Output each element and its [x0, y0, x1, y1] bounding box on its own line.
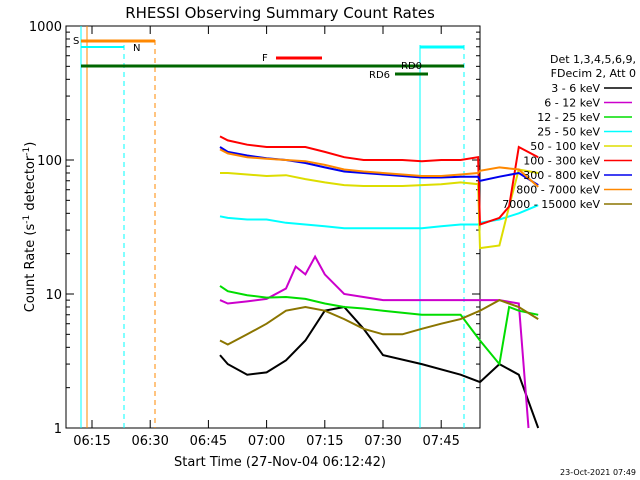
y-tick-label: 100 [37, 154, 62, 169]
legend: Det 1,3,4,5,6,9, FDecim 2, Att 0 3 - 6 k… [502, 53, 636, 211]
legend-item-label: 12 - 25 keV [537, 111, 600, 124]
y-axis-label: Count Rate (s-1 detector-1) [22, 142, 38, 313]
y-axis-label-end: ) [23, 142, 38, 147]
legend-item-label: 300 - 800 keV [523, 169, 600, 182]
x-tick-label: 07:15 [306, 434, 343, 449]
series-line-0 [219, 305, 540, 429]
chart-title: RHESSI Observing Summary Count Rates [125, 4, 435, 22]
series-line-7 [219, 148, 539, 188]
legend-item-label: 100 - 300 keV [523, 155, 600, 168]
series-line-3 [219, 204, 539, 230]
x-tick-label: 07:45 [422, 434, 459, 449]
series-line-5 [219, 135, 539, 226]
series-line-6 [219, 146, 539, 186]
label-rd6: RD6 [369, 70, 390, 81]
series-lines [219, 135, 540, 429]
label-f: F [262, 53, 268, 64]
label-n: N [133, 43, 140, 54]
y-axis-label-sup1: -1 [22, 215, 32, 224]
x-tick-label: 07:30 [364, 434, 401, 449]
y-tick-label: 10 [45, 288, 62, 303]
legend-header-2: FDecim 2, Att 0 [551, 67, 636, 80]
y-axis-label-mid: detector [23, 155, 38, 215]
x-tick-label: 06:30 [131, 434, 168, 449]
footer-date: 23-Oct-2021 07:49 [560, 468, 636, 477]
legend-item-label: 7000 - 15000 keV [502, 198, 600, 211]
x-tick-label: 07:00 [248, 434, 285, 449]
legend-item-label: 50 - 100 keV [530, 140, 600, 153]
y-axis-label-sup2: -1 [22, 147, 32, 156]
legend-item-label: 6 - 12 keV [544, 97, 600, 110]
y-axis-ticks: 1 10 100 1000 [29, 20, 480, 437]
x-axis-ticks: 06:15 06:30 06:45 07:00 07:15 07:30 07:45 [73, 26, 460, 449]
series-line-4 [220, 168, 539, 250]
series-line-2 [219, 285, 539, 367]
x-axis-label: Start Time (27-Nov-04 06:12:42) [174, 455, 386, 470]
label-s: S [73, 36, 79, 47]
label-rd0: RD0 [401, 61, 422, 72]
status-bars: S N F RD0 RD6 [73, 36, 464, 81]
x-tick-label: 06:45 [190, 434, 227, 449]
legend-item-label: 3 - 6 keV [551, 82, 600, 95]
y-tick-label: 1000 [29, 20, 62, 35]
y-axis-label-main: Count Rate (s [23, 224, 38, 313]
y-tick-label: 1 [54, 422, 62, 437]
legend-header-1: Det 1,3,4,5,6,9, [550, 53, 636, 66]
series-line-8 [219, 299, 539, 346]
legend-item-label: 25 - 50 keV [537, 126, 600, 139]
x-tick-label: 06:15 [73, 434, 110, 449]
series-line-1 [219, 254, 530, 429]
legend-item-label: 800 - 7000 keV [516, 184, 600, 197]
